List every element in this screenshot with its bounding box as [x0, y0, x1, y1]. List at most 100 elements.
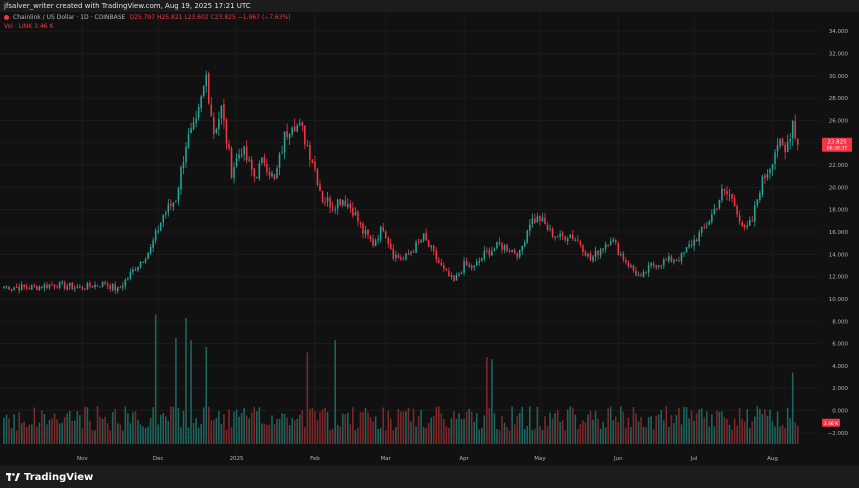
volume-bar [38, 422, 41, 444]
candle-body [15, 286, 18, 288]
volume-bar [3, 417, 5, 444]
volume-bar [319, 412, 321, 444]
candle-body [529, 224, 531, 231]
candle-body [453, 275, 455, 282]
candle-body [516, 253, 518, 258]
volume-bar [13, 414, 15, 444]
candle-body [74, 287, 76, 289]
volume-bar [508, 430, 511, 444]
candle-body [493, 248, 496, 251]
volume-bar [705, 411, 708, 444]
candle-body [207, 73, 210, 104]
symbol-label[interactable]: Chainlink / US Dollar · 1D · COINBASE [13, 14, 126, 21]
candle-body [89, 283, 91, 287]
x-tick-label: Aug [767, 456, 778, 462]
candle-body [544, 217, 546, 225]
candle-body [723, 189, 726, 191]
volume-bar [473, 421, 475, 444]
volume-bar [680, 424, 683, 444]
candle-body [122, 285, 124, 288]
candle-body [94, 284, 96, 288]
volume-bar [147, 426, 149, 444]
volume-bar [407, 407, 410, 444]
candle-body [195, 118, 197, 123]
volume-bar [602, 421, 604, 444]
volume-bars [3, 314, 799, 444]
volume-bar [298, 414, 301, 444]
candle-body [261, 157, 263, 163]
y-axis[interactable]: 34.00032.00030.00028.00026.00024.00022.0… [828, 29, 849, 437]
volume-bar [187, 427, 190, 444]
volume-bar [716, 410, 718, 444]
candle-body [675, 259, 678, 261]
candlestick-chart[interactable]: 34.00032.00030.00028.00026.00024.00022.0… [0, 12, 859, 466]
volume-bar [481, 427, 483, 444]
candle-body [172, 202, 175, 207]
volume-bar [293, 420, 296, 444]
y-tick-label: 32.000 [829, 51, 849, 57]
volume-legend: Vol · LINK 3.46 K [4, 23, 54, 30]
candle-body [341, 199, 344, 206]
volume-bar [25, 427, 28, 444]
candle-body [321, 191, 324, 202]
volume-bar [453, 411, 455, 444]
volume-bar [53, 413, 56, 444]
volume-bar [268, 424, 271, 444]
volume-bar [642, 426, 645, 444]
volume-bar [463, 418, 465, 444]
volume-bar [718, 412, 721, 444]
volume-bar [41, 410, 43, 444]
candle-body [716, 208, 718, 210]
candle-body [473, 265, 475, 268]
volume-bar [422, 427, 425, 444]
candle-body [339, 198, 341, 206]
y-tick-label: 10.000 [829, 297, 849, 303]
volume-bar [534, 428, 536, 444]
volume-bar [301, 410, 304, 444]
candle-body [718, 199, 721, 209]
volume-bar [430, 417, 433, 444]
tradingview-brand[interactable]: TradingView [6, 472, 93, 483]
candle-body [541, 217, 544, 222]
candle-body [420, 240, 422, 243]
candle-body [46, 284, 48, 289]
volume-bar [523, 429, 526, 444]
x-tick-label: Feb [310, 456, 320, 462]
candle-body [791, 121, 794, 139]
candle-body [357, 211, 359, 222]
volume-bar [678, 407, 680, 444]
candle-body [291, 127, 293, 135]
candle-body [402, 259, 405, 261]
x-axis[interactable]: Nov Dec 2025 Feb Mar Apr May Jun Jul Aug [77, 456, 778, 462]
volume-bar [688, 418, 690, 444]
candle-body [685, 247, 688, 253]
candle-body [594, 250, 597, 257]
candle-body [400, 257, 402, 260]
volume-bar [738, 408, 741, 444]
candle-body [481, 258, 483, 261]
candle-body [774, 152, 776, 164]
y-tick-label: 4.000 [832, 364, 848, 370]
volume-bar [700, 408, 703, 444]
volume-bar [402, 411, 405, 444]
candle-body [256, 177, 258, 179]
candle-body [271, 173, 273, 177]
candle-body [205, 74, 208, 87]
volume-bar [392, 430, 395, 444]
candle-body [430, 245, 433, 248]
volume-bar [104, 416, 106, 444]
volume-bar [693, 420, 695, 444]
volume-bar [326, 411, 329, 444]
volume-bar [647, 417, 650, 444]
candle-body [301, 121, 304, 126]
volume-bar [159, 414, 162, 444]
x-tick-label: Nov [77, 456, 88, 462]
candle-body [200, 96, 202, 109]
volume-bar [362, 412, 364, 444]
candle-body [759, 192, 761, 200]
volume-bar [66, 413, 68, 444]
candle-body [31, 285, 33, 290]
chart-area[interactable]: 34.00032.00030.00028.00026.00024.00022.0… [0, 12, 859, 466]
volume-bar [71, 421, 74, 444]
volume-bar [129, 423, 132, 444]
